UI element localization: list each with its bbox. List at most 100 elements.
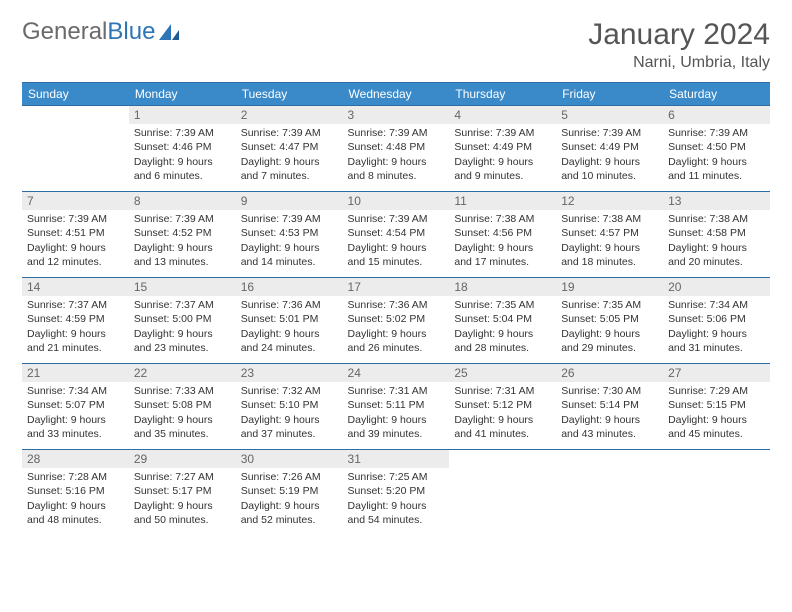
calendar-row: 28Sunrise: 7:28 AMSunset: 5:16 PMDayligh… — [22, 450, 770, 536]
cell-line: and 17 minutes. — [454, 255, 551, 269]
calendar-cell: 6Sunrise: 7:39 AMSunset: 4:50 PMDaylight… — [663, 106, 770, 192]
cell-line: Sunset: 4:48 PM — [348, 140, 445, 154]
cell-body: Sunrise: 7:39 AMSunset: 4:47 PMDaylight:… — [236, 124, 343, 187]
day-number: 18 — [449, 278, 556, 296]
logo-text-2: Blue — [107, 18, 155, 46]
month-title: January 2024 — [588, 18, 770, 52]
calendar-cell: 2Sunrise: 7:39 AMSunset: 4:47 PMDaylight… — [236, 106, 343, 192]
cell-line: Sunrise: 7:29 AM — [668, 384, 765, 398]
cell-line: Sunset: 4:58 PM — [668, 226, 765, 240]
cell-body — [663, 468, 770, 474]
cell-line: and 50 minutes. — [134, 513, 231, 527]
cell-line: Sunset: 4:53 PM — [241, 226, 338, 240]
cell-body: Sunrise: 7:28 AMSunset: 5:16 PMDaylight:… — [22, 468, 129, 531]
calendar-body: 1Sunrise: 7:39 AMSunset: 4:46 PMDaylight… — [22, 106, 770, 536]
cell-body: Sunrise: 7:39 AMSunset: 4:51 PMDaylight:… — [22, 210, 129, 273]
cell-line: Sunset: 4:46 PM — [134, 140, 231, 154]
calendar-cell: 18Sunrise: 7:35 AMSunset: 5:04 PMDayligh… — [449, 278, 556, 364]
cell-line: Sunset: 5:01 PM — [241, 312, 338, 326]
cell-line: and 18 minutes. — [561, 255, 658, 269]
cell-line: Daylight: 9 hours — [561, 327, 658, 341]
day-number: 4 — [449, 106, 556, 124]
cell-line: Sunrise: 7:39 AM — [668, 126, 765, 140]
calendar-cell — [556, 450, 663, 536]
cell-line: Sunset: 5:08 PM — [134, 398, 231, 412]
calendar-cell: 13Sunrise: 7:38 AMSunset: 4:58 PMDayligh… — [663, 192, 770, 278]
cell-line: Daylight: 9 hours — [134, 413, 231, 427]
cell-line: and 35 minutes. — [134, 427, 231, 441]
cell-line: Daylight: 9 hours — [668, 155, 765, 169]
cell-body: Sunrise: 7:34 AMSunset: 5:07 PMDaylight:… — [22, 382, 129, 445]
cell-line: Daylight: 9 hours — [668, 327, 765, 341]
day-number: 19 — [556, 278, 663, 296]
cell-body: Sunrise: 7:34 AMSunset: 5:06 PMDaylight:… — [663, 296, 770, 359]
cell-body: Sunrise: 7:38 AMSunset: 4:58 PMDaylight:… — [663, 210, 770, 273]
cell-body — [22, 124, 129, 130]
column-header: Sunday — [22, 83, 129, 106]
cell-line: Sunrise: 7:39 AM — [241, 212, 338, 226]
cell-line: and 41 minutes. — [454, 427, 551, 441]
column-header: Wednesday — [343, 83, 450, 106]
calendar-row: 7Sunrise: 7:39 AMSunset: 4:51 PMDaylight… — [22, 192, 770, 278]
calendar-cell: 23Sunrise: 7:32 AMSunset: 5:10 PMDayligh… — [236, 364, 343, 450]
cell-line: Daylight: 9 hours — [668, 241, 765, 255]
cell-line: Daylight: 9 hours — [241, 499, 338, 513]
cell-body: Sunrise: 7:35 AMSunset: 5:04 PMDaylight:… — [449, 296, 556, 359]
calendar-cell: 15Sunrise: 7:37 AMSunset: 5:00 PMDayligh… — [129, 278, 236, 364]
cell-line: Daylight: 9 hours — [561, 155, 658, 169]
cell-line: Sunrise: 7:32 AM — [241, 384, 338, 398]
cell-line: Sunrise: 7:31 AM — [348, 384, 445, 398]
column-header: Thursday — [449, 83, 556, 106]
cell-line: Sunrise: 7:35 AM — [561, 298, 658, 312]
cell-line: and 11 minutes. — [668, 169, 765, 183]
cell-line: Sunrise: 7:36 AM — [348, 298, 445, 312]
cell-line: and 28 minutes. — [454, 341, 551, 355]
cell-line: Sunset: 5:16 PM — [27, 484, 124, 498]
calendar-table: SundayMondayTuesdayWednesdayThursdayFrid… — [22, 82, 770, 536]
cell-body: Sunrise: 7:26 AMSunset: 5:19 PMDaylight:… — [236, 468, 343, 531]
day-number: 7 — [22, 192, 129, 210]
cell-line: Sunrise: 7:28 AM — [27, 470, 124, 484]
calendar-cell: 31Sunrise: 7:25 AMSunset: 5:20 PMDayligh… — [343, 450, 450, 536]
calendar-cell: 4Sunrise: 7:39 AMSunset: 4:49 PMDaylight… — [449, 106, 556, 192]
calendar-cell: 22Sunrise: 7:33 AMSunset: 5:08 PMDayligh… — [129, 364, 236, 450]
day-number: 3 — [343, 106, 450, 124]
cell-body: Sunrise: 7:39 AMSunset: 4:49 PMDaylight:… — [556, 124, 663, 187]
cell-line: Sunset: 5:12 PM — [454, 398, 551, 412]
calendar-cell: 30Sunrise: 7:26 AMSunset: 5:19 PMDayligh… — [236, 450, 343, 536]
calendar-cell: 25Sunrise: 7:31 AMSunset: 5:12 PMDayligh… — [449, 364, 556, 450]
cell-body: Sunrise: 7:39 AMSunset: 4:48 PMDaylight:… — [343, 124, 450, 187]
cell-line: Sunset: 4:49 PM — [561, 140, 658, 154]
cell-line: Daylight: 9 hours — [348, 241, 445, 255]
cell-line: Daylight: 9 hours — [134, 241, 231, 255]
cell-line: and 20 minutes. — [668, 255, 765, 269]
calendar-cell: 1Sunrise: 7:39 AMSunset: 4:46 PMDaylight… — [129, 106, 236, 192]
cell-body: Sunrise: 7:36 AMSunset: 5:01 PMDaylight:… — [236, 296, 343, 359]
cell-line: Sunrise: 7:30 AM — [561, 384, 658, 398]
cell-line: Daylight: 9 hours — [668, 413, 765, 427]
day-number: 31 — [343, 450, 450, 468]
cell-line: Sunset: 5:10 PM — [241, 398, 338, 412]
cell-line: and 29 minutes. — [561, 341, 658, 355]
cell-line: and 13 minutes. — [134, 255, 231, 269]
column-header: Monday — [129, 83, 236, 106]
cell-line: Sunrise: 7:33 AM — [134, 384, 231, 398]
cell-line: Sunrise: 7:31 AM — [454, 384, 551, 398]
cell-line: Sunset: 4:59 PM — [27, 312, 124, 326]
title-block: January 2024 Narni, Umbria, Italy — [588, 18, 770, 72]
cell-line: Sunrise: 7:39 AM — [241, 126, 338, 140]
day-number: 16 — [236, 278, 343, 296]
calendar-row: 14Sunrise: 7:37 AMSunset: 4:59 PMDayligh… — [22, 278, 770, 364]
cell-line: Daylight: 9 hours — [27, 327, 124, 341]
cell-line: and 54 minutes. — [348, 513, 445, 527]
cell-line: Sunrise: 7:39 AM — [348, 212, 445, 226]
calendar-cell: 16Sunrise: 7:36 AMSunset: 5:01 PMDayligh… — [236, 278, 343, 364]
calendar-cell: 20Sunrise: 7:34 AMSunset: 5:06 PMDayligh… — [663, 278, 770, 364]
calendar-cell: 11Sunrise: 7:38 AMSunset: 4:56 PMDayligh… — [449, 192, 556, 278]
cell-line: Daylight: 9 hours — [348, 327, 445, 341]
logo: GeneralBlue — [22, 18, 183, 46]
column-header: Friday — [556, 83, 663, 106]
calendar-cell: 27Sunrise: 7:29 AMSunset: 5:15 PMDayligh… — [663, 364, 770, 450]
calendar-cell: 8Sunrise: 7:39 AMSunset: 4:52 PMDaylight… — [129, 192, 236, 278]
header: GeneralBlue January 2024 Narni, Umbria, … — [22, 18, 770, 72]
